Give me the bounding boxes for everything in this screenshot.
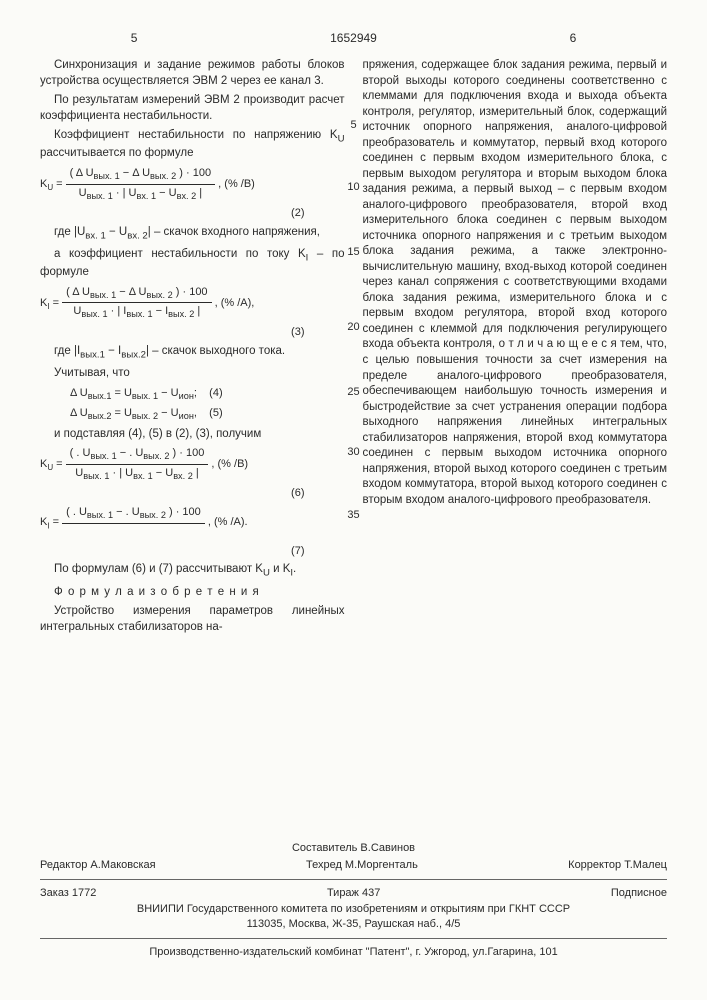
paragraph: пряжения, содержащее блок задания режима…: [363, 58, 668, 508]
line-mark: 20: [347, 320, 359, 335]
formula-4: Δ Uвых.1 = Uвых. 1 − Uион; (4): [40, 386, 345, 403]
line-mark: 10: [347, 180, 359, 195]
paragraph: Коэффициент нестабильности по напряжению…: [40, 128, 345, 162]
paragraph: где |Iвых.1 − Iвых.2| – скачок выходного…: [40, 344, 345, 362]
formula-title: Ф о р м у л а и з о б р е т е н и я: [40, 585, 345, 601]
formula-no: (2): [40, 206, 345, 221]
line-mark: 5: [350, 118, 356, 133]
paragraph: Синхронизация и задание режимов работы б…: [40, 58, 345, 89]
composer: Составитель В.Савинов: [292, 841, 415, 856]
paragraph: и подставляя (4), (5) в (2), (3), получи…: [40, 427, 345, 443]
paragraph: Устройство измерения параметров линейных…: [40, 604, 345, 635]
divider: [40, 938, 667, 939]
formula-3: KI = ( Δ Uвых. 1 − Δ Uвых. 2 ) · 100 Uвы…: [40, 285, 345, 321]
paragraph: а коэффициент нестабильности по току KI …: [40, 247, 345, 281]
page: 5 1652949 6 5 10 15 20 25 30 35 Синхрони…: [0, 0, 707, 1000]
left-column: Синхронизация и задание режимов работы б…: [40, 58, 345, 639]
paragraph: По формулам (6) и (7) рассчитывают KU и …: [40, 562, 345, 580]
formula-6: KU = ( . Uвых. 1 − . Uвых. 2 ) · 100 Uвы…: [40, 446, 345, 482]
col-num-left: 5: [40, 30, 228, 46]
line-mark: 25: [347, 385, 359, 400]
doc-number: 1652949: [228, 30, 479, 46]
org-line: Производственно-издательский комбинат "П…: [40, 945, 667, 960]
paragraph: По результатам измерений ЭВМ 2 производи…: [40, 93, 345, 124]
techred: Техред М.Моргенталь: [306, 858, 418, 873]
formula-no: (7): [40, 544, 345, 559]
order: Заказ 1772: [40, 886, 96, 901]
formula-5: Δ Uвых.2 = Uвых. 2 − Uион, (5): [40, 406, 345, 423]
paragraph: где |Uвх. 1 − Uвх. 2| – скачок входного …: [40, 225, 345, 243]
col-num-right: 6: [479, 30, 667, 46]
divider: [40, 879, 667, 880]
formula-2: KU = ( Δ Uвых. 1 − Δ Uвых. 2 ) · 100 Uвы…: [40, 166, 345, 202]
line-mark: 15: [347, 245, 359, 260]
footer-block: Составитель В.Савинов Редактор А.Маковск…: [40, 839, 667, 960]
corrector: Корректор Т.Малец: [568, 858, 667, 873]
formula-no: (6): [40, 486, 345, 501]
line-mark: 35: [347, 508, 359, 523]
paragraph: Учитывая, что: [40, 366, 345, 382]
columns: Синхронизация и задание режимов работы б…: [40, 58, 667, 639]
tirazh: Тираж 437: [327, 886, 380, 901]
right-column: пряжения, содержащее блок задания режима…: [363, 58, 668, 639]
line-mark: 30: [347, 445, 359, 460]
subscription: Подписное: [611, 886, 667, 901]
org-line: ВНИИПИ Государственного комитета по изоб…: [40, 902, 667, 917]
formula-no: (3): [40, 325, 345, 340]
addr-line: 113035, Москва, Ж-35, Раушская наб., 4/5: [40, 917, 667, 932]
header-row: 5 1652949 6: [40, 30, 667, 46]
formula-7: KI = ( . Uвых. 1 − . Uвых. 2 ) · 100 , (…: [40, 505, 345, 539]
editor: Редактор А.Маковская: [40, 858, 156, 873]
